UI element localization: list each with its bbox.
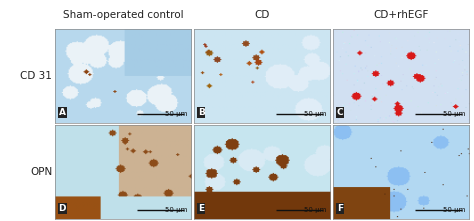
Text: CD 31: CD 31 — [20, 71, 52, 81]
Text: 50 μm: 50 μm — [164, 207, 187, 213]
Text: A: A — [59, 108, 65, 117]
Text: E: E — [198, 204, 204, 213]
Text: OPN: OPN — [30, 167, 52, 177]
Text: Sham-operated control: Sham-operated control — [63, 10, 183, 20]
Text: F: F — [337, 204, 343, 213]
Text: B: B — [198, 108, 204, 117]
Text: 50 μm: 50 μm — [164, 111, 187, 117]
Text: 50 μm: 50 μm — [443, 207, 465, 213]
Text: D: D — [59, 204, 66, 213]
Text: CD+rhEGF: CD+rhEGF — [373, 10, 428, 20]
Text: CD: CD — [254, 10, 270, 20]
Text: C: C — [337, 108, 343, 117]
Text: 50 μm: 50 μm — [443, 111, 465, 117]
Text: 50 μm: 50 μm — [304, 207, 326, 213]
Text: 50 μm: 50 μm — [304, 111, 326, 117]
